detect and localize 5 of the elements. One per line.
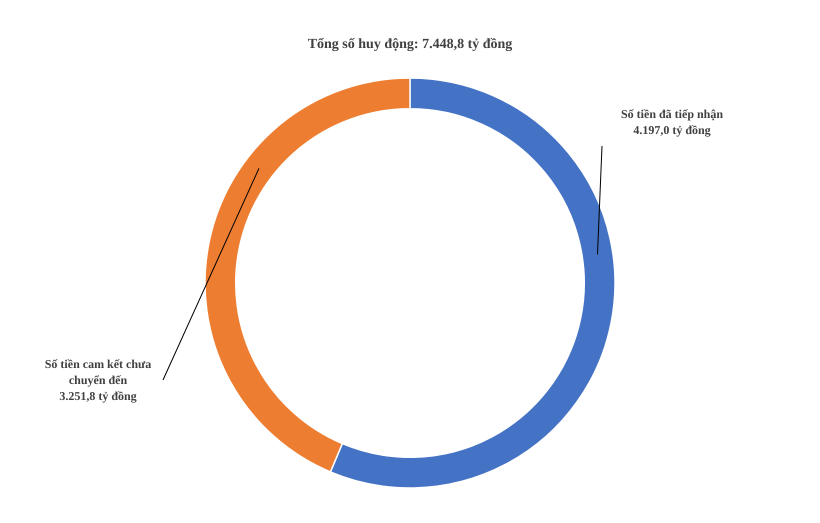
- chart-title: Tổng số huy động: 7.448,8 tỷ đồng: [308, 37, 512, 52]
- data-label: 3.251,8 tỷ đồng: [59, 389, 137, 403]
- slice-label: Số tiền đã tiếp nhận: [620, 107, 724, 121]
- slice-label: Số tiền cam kết chưa chuyển đến: [44, 357, 152, 387]
- data-label: 4.197,0 tỷ đồng: [633, 123, 711, 137]
